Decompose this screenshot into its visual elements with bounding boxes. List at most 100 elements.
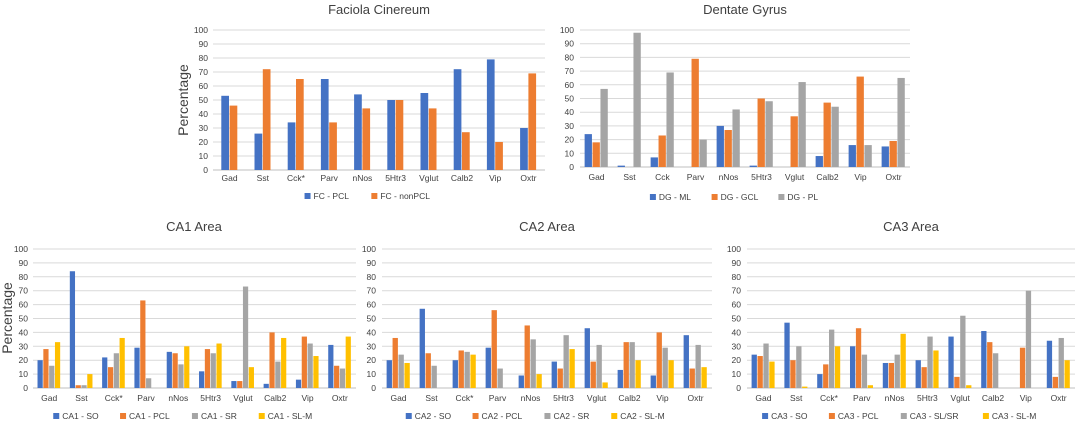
y-tick-label: 0 bbox=[371, 383, 376, 393]
bar-ca3-0-5 bbox=[915, 360, 921, 388]
bar-dg-0-5 bbox=[749, 165, 757, 167]
bar-ca2-3-8 bbox=[668, 360, 674, 388]
bar-dg-2-4 bbox=[732, 109, 740, 167]
x-tick-label: Vglut bbox=[419, 173, 439, 183]
bar-ca2-1-2 bbox=[458, 350, 464, 388]
bar-ca2-2-9 bbox=[695, 344, 701, 388]
bar-ca2-2-6 bbox=[596, 344, 602, 388]
bar-ca3-2-0 bbox=[763, 343, 769, 388]
x-tick-label: Sst bbox=[257, 173, 270, 183]
x-tick-label: Oxtr bbox=[885, 172, 901, 182]
bar-ca1-2-9 bbox=[339, 368, 346, 388]
x-tick-label: Cck* bbox=[105, 393, 124, 403]
x-tick-label: nNos bbox=[885, 393, 905, 403]
y-tick-label: 80 bbox=[19, 272, 29, 282]
bar-fc-0-3 bbox=[320, 79, 329, 170]
bar-ca2-0-9 bbox=[683, 335, 689, 388]
bar-dg-1-6 bbox=[790, 116, 798, 167]
bar-ca2-1-7 bbox=[623, 342, 629, 388]
bar-ca1-2-4 bbox=[178, 364, 184, 388]
x-tick-label: Vip bbox=[854, 172, 866, 182]
chart-panel-fc: Faciola Cinereum 0 10 20 30 40 50 60 70 80 90 100 Pe… bbox=[175, 2, 545, 201]
x-tick-label: Vglut bbox=[785, 172, 805, 182]
x-tick-label: 5Htr3 bbox=[200, 393, 221, 403]
y-tick-label: 20 bbox=[565, 135, 575, 145]
x-tick-label: nNos bbox=[352, 173, 372, 183]
bar-ca3-0-1 bbox=[784, 322, 790, 388]
bar-dg-1-7 bbox=[823, 102, 831, 167]
bar-ca3-1-4 bbox=[888, 362, 894, 388]
bar-ca1-2-8 bbox=[307, 343, 313, 388]
chart-title: CA1 Area bbox=[166, 219, 222, 234]
y-tick-label: 10 bbox=[367, 369, 377, 379]
legend-label: CA2 - SR bbox=[553, 411, 589, 421]
x-tick-label: Calb2 bbox=[451, 173, 473, 183]
y-tick-label: 30 bbox=[367, 341, 377, 351]
bar-ca2-1-6 bbox=[590, 361, 596, 388]
y-tick-label: 90 bbox=[565, 39, 575, 49]
bar-ca3-2-4 bbox=[894, 354, 900, 388]
legend-label: CA1 - SL-M bbox=[268, 411, 312, 421]
y-tick-label: 10 bbox=[199, 151, 209, 161]
bar-ca3-2-3 bbox=[861, 354, 868, 388]
bar-dg-2-8 bbox=[864, 145, 872, 167]
y-tick-label: 100 bbox=[560, 25, 574, 35]
bar-ca2-2-7 bbox=[629, 342, 635, 388]
x-tick-label: Parv bbox=[137, 393, 155, 403]
bar-dg-1-2 bbox=[658, 135, 666, 167]
y-tick-label: 90 bbox=[732, 258, 742, 268]
bar-fc-1-6 bbox=[428, 108, 437, 170]
bar-dg-2-6 bbox=[798, 82, 806, 167]
bar-ca3-1-5 bbox=[921, 367, 927, 388]
bar-dg-0-2 bbox=[650, 157, 658, 167]
bar-ca2-0-0 bbox=[386, 360, 392, 388]
bar-ca2-1-4 bbox=[524, 325, 530, 388]
y-tick-label: 60 bbox=[367, 300, 377, 310]
bar-fc-0-9 bbox=[520, 128, 528, 170]
bar-ca1-0-8 bbox=[295, 379, 302, 388]
bar-ca2-1-3 bbox=[491, 310, 497, 388]
bar-fc-0-5 bbox=[387, 100, 395, 170]
bar-fc-1-2 bbox=[296, 79, 304, 170]
legend-swatch bbox=[472, 413, 479, 419]
chart-title: CA2 Area bbox=[519, 219, 575, 234]
bar-ca2-3-4 bbox=[536, 374, 542, 388]
x-tick-label: Sst bbox=[790, 393, 803, 403]
bar-fc-1-1 bbox=[262, 69, 271, 170]
bar-ca3-0-3 bbox=[849, 346, 856, 388]
bar-ca2-2-3 bbox=[497, 368, 503, 388]
y-tick-label: 100 bbox=[727, 244, 741, 254]
bar-ca2-0-2 bbox=[452, 360, 458, 388]
y-axis-label: Percentage bbox=[0, 282, 15, 354]
bar-dg-2-5 bbox=[765, 101, 773, 167]
bar-ca3-1-6 bbox=[954, 376, 960, 388]
bar-ca3-3-0 bbox=[769, 361, 775, 388]
y-tick-label: 10 bbox=[19, 369, 29, 379]
bar-ca3-1-7 bbox=[987, 342, 993, 388]
bar-dg-0-7 bbox=[815, 156, 823, 167]
bar-ca2-1-8 bbox=[656, 332, 662, 388]
bar-dg-1-4 bbox=[724, 130, 732, 167]
bar-ca2-2-4 bbox=[530, 339, 536, 388]
bar-ca2-0-1 bbox=[419, 308, 425, 388]
legend-label: CA2 - PCL bbox=[482, 411, 523, 421]
x-tick-label: 5Htr3 bbox=[553, 393, 574, 403]
y-tick-label: 40 bbox=[367, 327, 377, 337]
bar-ca1-0-1 bbox=[69, 271, 76, 388]
y-tick-label: 50 bbox=[19, 314, 29, 324]
bar-ca3-3-4 bbox=[900, 333, 906, 388]
y-tick-label: 20 bbox=[199, 137, 209, 147]
bar-ca1-2-6 bbox=[242, 286, 249, 388]
legend-swatch bbox=[304, 193, 311, 199]
bar-dg-0-1 bbox=[617, 165, 625, 167]
x-tick-label: Sst bbox=[623, 172, 636, 182]
legend-label: CA1 - SR bbox=[201, 411, 237, 421]
bar-ca1-1-1 bbox=[75, 385, 81, 388]
chart-panel-ca3: CA3 Area 0 10 20 30 40 50 60 70 80 90 100 Gad Sst Cck*… bbox=[727, 219, 1075, 421]
bar-fc-0-6 bbox=[420, 93, 429, 170]
y-tick-label: 30 bbox=[565, 121, 575, 131]
legend-swatch bbox=[53, 413, 60, 419]
bar-fc-0-7 bbox=[453, 69, 462, 170]
bar-ca1-0-0 bbox=[37, 360, 43, 388]
